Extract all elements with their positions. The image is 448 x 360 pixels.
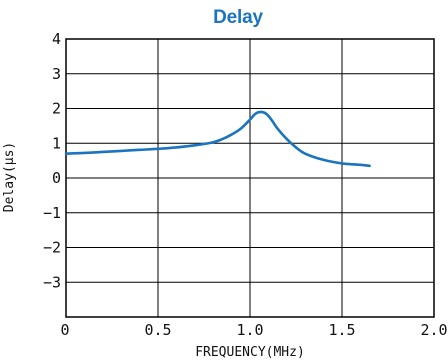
delay-series-line bbox=[64, 110, 371, 168]
x-tick-labels: 0 0.5 1.0 1.5 2.0 bbox=[60, 321, 447, 339]
y-tick-label: 1 bbox=[52, 134, 61, 152]
x-tick-label: 1.5 bbox=[328, 321, 355, 339]
y-axis-label: Delay(μs) bbox=[2, 142, 17, 212]
x-axis-label: FREQUENCY(MHz) bbox=[195, 345, 305, 360]
y-tick-label: −1 bbox=[43, 204, 61, 222]
y-tick-labels: 4 3 2 1 0 −1 −2 −3 bbox=[43, 30, 61, 291]
plot-frame bbox=[65, 38, 435, 318]
y-tick-label: −2 bbox=[43, 239, 61, 257]
grid bbox=[65, 38, 435, 317]
y-tick-label: 0 bbox=[52, 169, 61, 187]
x-tick-label: 2.0 bbox=[420, 321, 447, 339]
x-tick-label: 1.0 bbox=[236, 321, 263, 339]
y-tick-label: −3 bbox=[43, 273, 61, 291]
y-tick-label: 3 bbox=[52, 65, 61, 83]
y-tick-label: 4 bbox=[52, 30, 61, 48]
x-tick-label: 0 bbox=[60, 321, 69, 339]
chart-title: Delay bbox=[213, 7, 263, 28]
x-tick-label: 0.5 bbox=[144, 321, 171, 339]
y-tick-label: 2 bbox=[52, 100, 61, 118]
